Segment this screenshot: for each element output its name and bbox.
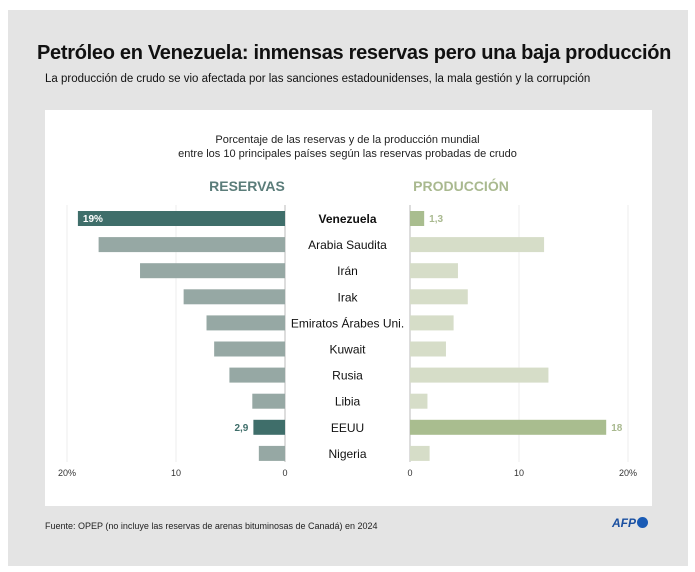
category-label: Rusia xyxy=(332,369,363,383)
reservas-bar xyxy=(253,419,285,435)
reservas-bar xyxy=(214,341,285,357)
reservas-header: RESERVAS xyxy=(209,178,285,194)
category-label: Irán xyxy=(337,264,358,278)
category-label: Irak xyxy=(337,290,358,304)
reservas-bar xyxy=(258,445,285,461)
category-label: EEUU xyxy=(331,421,364,435)
reservas-bar xyxy=(252,393,285,409)
produccion-bar xyxy=(410,341,446,357)
reservas-tick: 20% xyxy=(58,468,76,478)
reservas-bar xyxy=(206,315,285,331)
chart-panel xyxy=(45,110,652,506)
produccion-header: PRODUCCIÓN xyxy=(413,177,509,194)
produccion-tick: 20% xyxy=(619,468,637,478)
produccion-bar xyxy=(410,289,468,305)
reservas-data-label: 2,9 xyxy=(234,423,248,434)
produccion-data-label: 18 xyxy=(611,423,623,434)
reservas-bar xyxy=(183,289,285,305)
produccion-data-label: 1,3 xyxy=(429,214,443,225)
reservas-bar xyxy=(229,367,285,383)
page-subtitle: La producción de crudo se vio afectada p… xyxy=(45,73,591,85)
category-label: Kuwait xyxy=(329,343,366,357)
reservas-tick: 10 xyxy=(171,468,181,478)
produccion-bar xyxy=(410,393,428,409)
category-label: Libia xyxy=(335,395,361,409)
category-label: Emiratos Árabes Uni. xyxy=(291,315,404,330)
produccion-bar xyxy=(410,419,607,435)
source-note: Fuente: OPEP (no incluye las reservas de… xyxy=(45,521,378,531)
produccion-bar xyxy=(410,367,549,383)
chart-title: Porcentaje de las reservas y de la produ… xyxy=(0,133,695,161)
reservas-bar xyxy=(140,263,285,279)
reservas-bar xyxy=(77,211,286,226)
category-label: Arabia Saudita xyxy=(308,238,387,252)
produccion-bar xyxy=(410,315,454,331)
afp-logo: AFP xyxy=(612,516,648,530)
category-label: Nigeria xyxy=(328,447,366,461)
chart-title-line: Porcentaje de las reservas y de la produ… xyxy=(215,134,480,146)
category-label: Venezuela xyxy=(318,212,376,226)
produccion-bar xyxy=(410,211,425,226)
produccion-bar xyxy=(410,445,430,461)
produccion-bar xyxy=(410,263,458,279)
reservas-tick: 0 xyxy=(282,468,287,478)
reservas-data-label: 19% xyxy=(83,214,103,225)
reservas-bar xyxy=(98,237,285,253)
afp-logo-text: AFP xyxy=(612,516,636,530)
produccion-tick: 10 xyxy=(514,468,524,478)
afp-logo-dot xyxy=(637,517,648,528)
produccion-bar xyxy=(410,237,545,253)
produccion-tick: 0 xyxy=(407,468,412,478)
page-title: Petróleo en Venezuela: inmensas reservas… xyxy=(37,42,672,64)
chart-title-line: entre los 10 principales países según la… xyxy=(178,148,517,160)
